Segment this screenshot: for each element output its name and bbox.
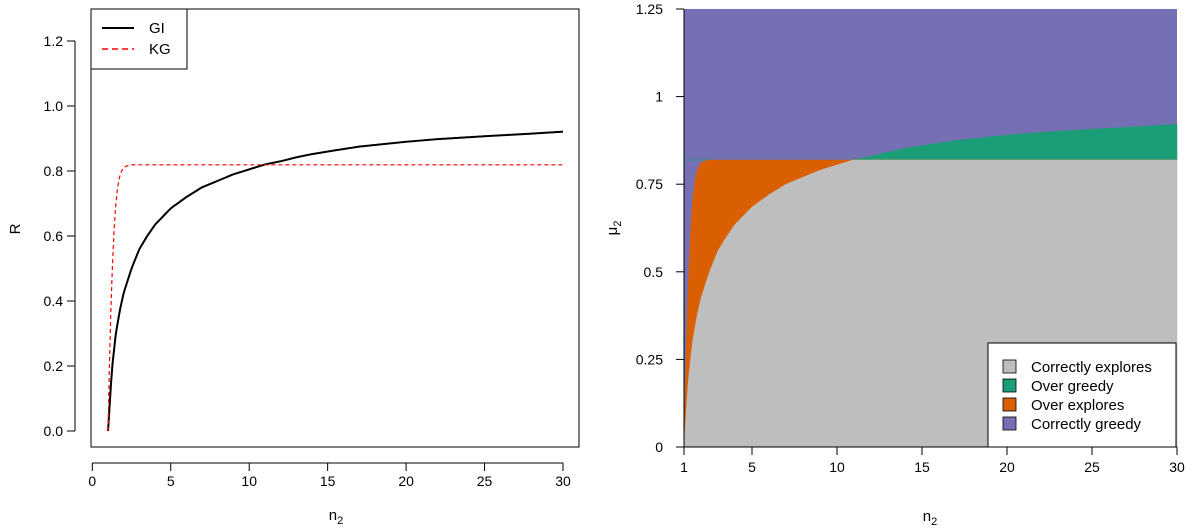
legend-over-explores-label: Over explores [1031, 397, 1124, 414]
right-x-tick-label: 5 [748, 459, 756, 475]
right-x-axis: 1 5 10 15 20 25 30 [680, 446, 1185, 475]
legend-over-explores-swatch [1002, 397, 1017, 412]
left-y-tick-label: 1.0 [44, 98, 64, 114]
right-y-tick-label: 1.25 [636, 1, 663, 17]
right-x-tick-label: 20 [999, 459, 1015, 475]
left-x-axis: 0 5 10 15 20 25 30 [88, 462, 571, 489]
right-y-tick-label: 0.75 [636, 176, 663, 192]
left-plot-frame [90, 8, 580, 448]
left-x-tick-label: 25 [477, 473, 493, 489]
left-x-tick-label: 5 [167, 473, 175, 489]
right-x-tick-label: 30 [1169, 459, 1185, 475]
legend-correctly-explores-label: Correctly explores [1031, 359, 1152, 376]
left-x-tick-label: 0 [88, 473, 96, 489]
legend-correctly-greedy-swatch [1002, 416, 1017, 431]
left-x-tick-label: 10 [241, 473, 257, 489]
legend-over-greedy-label: Over greedy [1031, 378, 1114, 395]
left-x-axis-title: n2 [329, 507, 343, 527]
left-y-tick-label: 1.2 [44, 33, 64, 49]
legend-kg-label: KG [149, 41, 171, 58]
left-y-axis-title: R [7, 223, 24, 234]
left-legend-box [90, 8, 188, 70]
right-legend-box [987, 342, 1177, 448]
right-x-tick-label: 10 [829, 459, 845, 475]
right-x-tick-label: 15 [914, 459, 930, 475]
legend-over-greedy-swatch [1002, 378, 1017, 393]
left-x-tick-label: 30 [555, 473, 571, 489]
series-line-gi [107, 130, 564, 432]
series-line-kg [107, 164, 563, 432]
left-y-tick-label: 0.2 [44, 358, 64, 374]
left-chart: 0 5 10 15 20 25 30 0.00.20.40.60.81.01.2 n2 R … [7, 8, 580, 527]
legend-correctly-greedy-label: Correctly greedy [1031, 416, 1142, 433]
left-y-tick-label: 0.6 [44, 228, 64, 244]
right-y-axis-title: μ2 [604, 221, 624, 236]
legend-correctly-explores-swatch [1002, 359, 1017, 374]
left-y-tick-label: 0.8 [44, 163, 64, 179]
left-legend: GI KG [90, 8, 188, 70]
left-x-tick-label: 15 [320, 473, 336, 489]
right-y-tick-label: 0.5 [644, 264, 664, 280]
left-y-tick-label: 0.4 [44, 293, 64, 309]
right-y-tick-label: 1 [655, 89, 663, 105]
right-y-tick-label: 0.25 [636, 351, 663, 367]
right-x-tick-label: 1 [680, 459, 688, 475]
left-y-tick-label: 0.0 [44, 423, 64, 439]
right-y-axis: 0 0.25 0.5 0.75 1 1.25 [636, 1, 685, 455]
left-series-lines [107, 130, 564, 432]
right-legend: Correctly explores Over greedy Over expl… [987, 342, 1177, 448]
legend-gi-label: GI [149, 20, 165, 37]
right-y-tick-label: 0 [655, 439, 663, 455]
left-x-tick-label: 20 [398, 473, 414, 489]
left-y-axis: 0.0 0.2 0.4 0.6 0.8 1.0 1.2 [44, 33, 76, 439]
right-x-axis-title: n2 [923, 508, 937, 528]
right-x-tick-label: 25 [1084, 459, 1100, 475]
